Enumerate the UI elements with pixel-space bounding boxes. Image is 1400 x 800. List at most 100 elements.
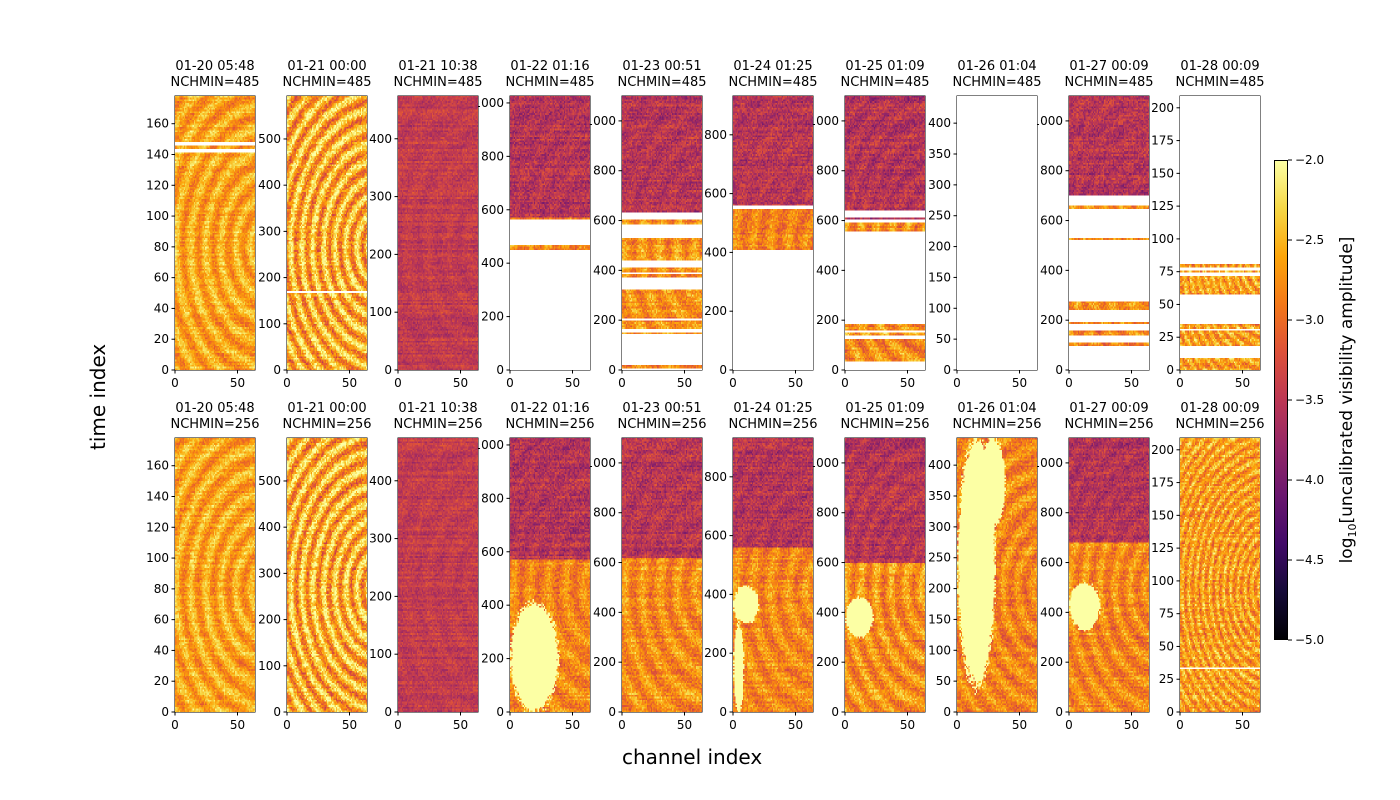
x-tick-label: 0 xyxy=(506,376,514,390)
y-tick-label: 0 xyxy=(273,363,281,377)
y-tick-label: 25 xyxy=(1159,330,1174,344)
panel-title-line: NCHMIN=485 xyxy=(617,75,707,90)
x-tick-label: 0 xyxy=(171,718,179,732)
x-tick-label: 50 xyxy=(677,718,692,732)
y-tick-label: 400 xyxy=(1040,605,1063,619)
panel-title-line: NCHMIN=256 xyxy=(617,417,707,432)
y-tick-label: 150 xyxy=(928,612,951,626)
y-tick-label: 150 xyxy=(1151,508,1174,522)
y-tick-label: 600 xyxy=(816,214,839,228)
panel-title-line: 01-26 01:04 xyxy=(957,401,1037,416)
heatmap-panel xyxy=(622,438,702,712)
y-tick-label: 0 xyxy=(1166,705,1174,719)
colorbar-tick-label: −4.0 xyxy=(1295,473,1324,487)
y-tick-label: 0 xyxy=(831,705,839,719)
y-tick-label: 40 xyxy=(154,301,169,315)
panel-title-line: 01-21 10:38 xyxy=(398,401,478,416)
y-tick-label: 0 xyxy=(608,363,616,377)
y-tick-label: 600 xyxy=(1040,214,1063,228)
x-axis-label: channel index xyxy=(622,745,763,769)
y-tick-label: 25 xyxy=(1159,672,1174,686)
x-tick-label: 50 xyxy=(230,376,245,390)
y-tick-label: 800 xyxy=(1040,164,1063,178)
x-tick-label: 50 xyxy=(565,718,580,732)
panel-title-line: 01-23 00:51 xyxy=(622,59,702,74)
y-tick-label: 400 xyxy=(928,458,951,472)
y-tick-label: 1000 xyxy=(473,438,504,452)
x-tick-label: 50 xyxy=(230,718,245,732)
heatmap-panel xyxy=(398,438,478,712)
y-tick-label: 0 xyxy=(496,705,504,719)
y-tick-label: 400 xyxy=(704,587,727,601)
x-tick-label: 0 xyxy=(171,376,179,390)
x-tick-label: 50 xyxy=(1012,718,1027,732)
y-tick-label: 140 xyxy=(146,489,169,503)
x-tick-label: 0 xyxy=(394,718,402,732)
heatmap-panel xyxy=(175,438,255,712)
y-tick-label: 125 xyxy=(1151,199,1174,213)
y-tick-label: 500 xyxy=(258,474,281,488)
y-tick-label: 200 xyxy=(369,589,392,603)
y-tick-label: 400 xyxy=(481,598,504,612)
panel-title-line: NCHMIN=485 xyxy=(728,75,818,90)
y-tick-label: 400 xyxy=(593,263,616,277)
x-tick-label: 50 xyxy=(1235,376,1250,390)
panel-title-line: 01-20 05:48 xyxy=(175,59,255,74)
y-tick-label: 0 xyxy=(161,705,169,719)
y-tick-label: 300 xyxy=(369,190,392,204)
colorbar-label-sub: 10 xyxy=(1346,523,1360,538)
heatmap-panel xyxy=(287,96,367,370)
x-tick-label: 50 xyxy=(677,376,692,390)
y-tick-label: 175 xyxy=(1151,476,1174,490)
heatmap-panel xyxy=(1180,438,1260,712)
panel-title-line: 01-25 01:09 xyxy=(845,401,925,416)
colorbar-label-log: log xyxy=(1336,537,1357,564)
y-tick-label: 200 xyxy=(258,271,281,285)
y-tick-label: 160 xyxy=(146,117,169,131)
y-tick-label: 800 xyxy=(593,506,616,520)
y-tick-label: 250 xyxy=(928,551,951,565)
y-tick-label: 600 xyxy=(816,556,839,570)
y-tick-label: 0 xyxy=(943,705,951,719)
x-tick-label: 50 xyxy=(565,376,580,390)
panel-title-line: NCHMIN=485 xyxy=(282,75,372,90)
x-tick-label: 0 xyxy=(1176,376,1184,390)
y-tick-label: 100 xyxy=(928,643,951,657)
panel-title-line: NCHMIN=485 xyxy=(1175,75,1265,90)
y-tick-label: 600 xyxy=(481,203,504,217)
y-tick-label: 200 xyxy=(258,613,281,627)
panel-title-line: 01-21 10:38 xyxy=(398,59,478,74)
colorbar-tick-label: −2.5 xyxy=(1295,233,1324,247)
x-tick-label: 0 xyxy=(729,376,737,390)
x-tick-label: 0 xyxy=(1065,718,1073,732)
heatmap-panel xyxy=(845,96,925,370)
y-tick-label: 300 xyxy=(258,224,281,238)
y-tick-label: 200 xyxy=(1040,313,1063,327)
y-tick-label: 800 xyxy=(481,491,504,505)
x-tick-label: 50 xyxy=(453,718,468,732)
y-tick-label: 0 xyxy=(384,705,392,719)
panel-title-line: NCHMIN=485 xyxy=(170,75,260,90)
y-tick-label: 120 xyxy=(146,520,169,534)
panel-title-line: 01-21 00:00 xyxy=(287,401,367,416)
x-tick-label: 0 xyxy=(283,376,291,390)
y-tick-label: 500 xyxy=(258,132,281,146)
y-tick-label: 400 xyxy=(816,263,839,277)
panel-title-line: 01-27 00:09 xyxy=(1069,401,1149,416)
y-tick-label: 600 xyxy=(593,556,616,570)
colorbar-tick-label: −3.5 xyxy=(1295,393,1324,407)
y-tick-label: 0 xyxy=(273,705,281,719)
x-tick-label: 0 xyxy=(618,718,626,732)
panel-title-line: NCHMIN=256 xyxy=(840,417,930,432)
colorbar-tick-label: −5.0 xyxy=(1295,633,1324,647)
panel-title-line: NCHMIN=256 xyxy=(505,417,595,432)
heatmap-panel xyxy=(733,96,813,370)
y-tick-label: 0 xyxy=(831,363,839,377)
y-tick-label: 200 xyxy=(816,313,839,327)
x-tick-label: 0 xyxy=(841,718,849,732)
y-tick-label: 150 xyxy=(1151,166,1174,180)
panel-title-line: NCHMIN=256 xyxy=(393,417,483,432)
y-tick-label: 200 xyxy=(1151,443,1174,457)
y-tick-label: 50 xyxy=(936,332,951,346)
x-tick-label: 50 xyxy=(1124,376,1139,390)
